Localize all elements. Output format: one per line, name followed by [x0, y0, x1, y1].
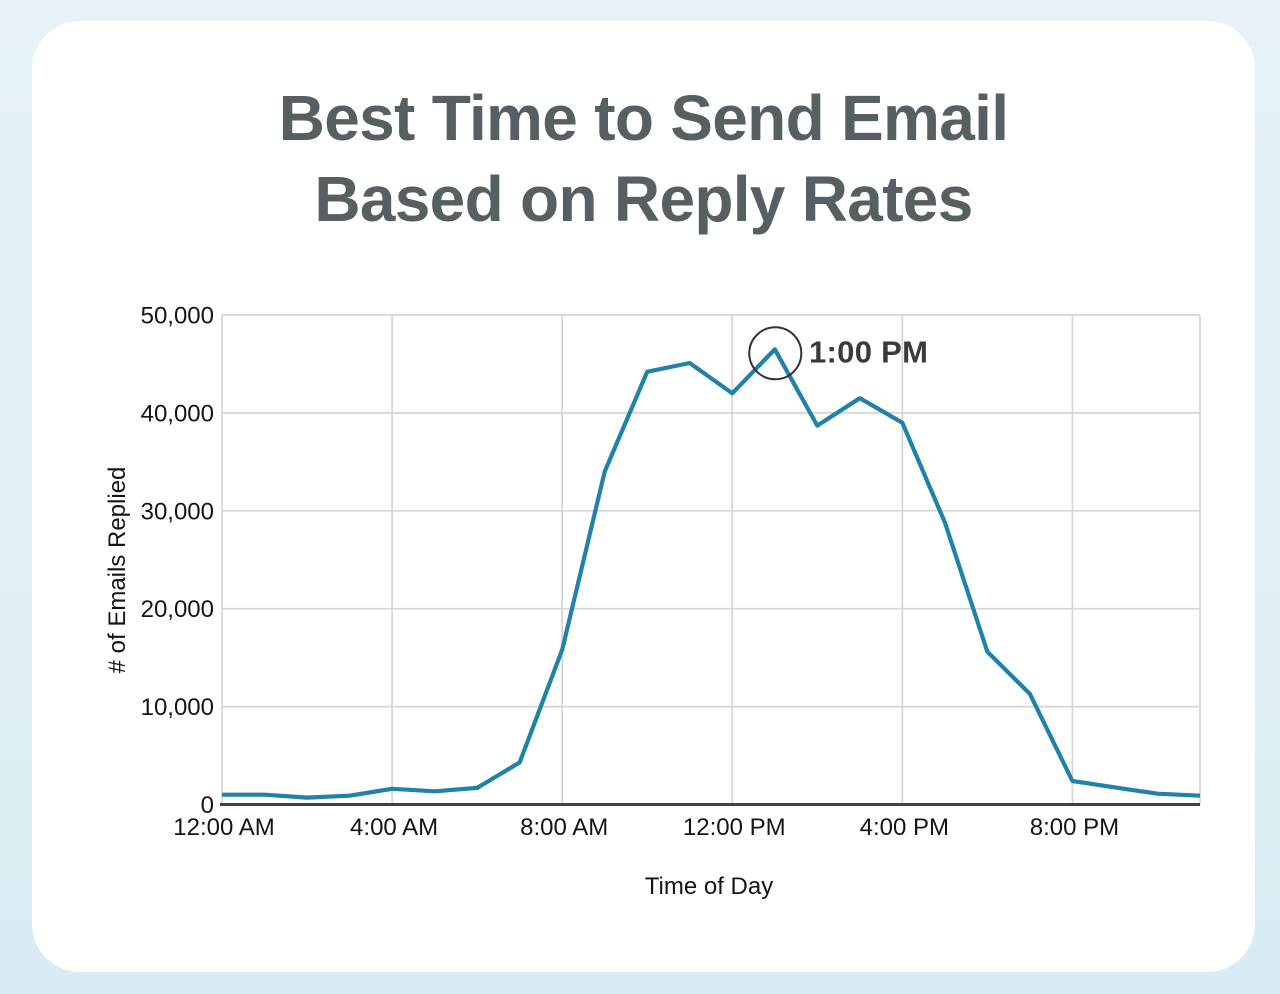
chart-title-line2: Based on Reply Rates	[314, 163, 973, 235]
y-tick-label: 30,000	[141, 498, 214, 525]
x-tick-label: 4:00 PM	[860, 814, 949, 841]
x-tick-label: 12:00 PM	[683, 814, 786, 841]
x-axis-title: Time of Day	[645, 873, 773, 900]
y-tick-label: 10,000	[141, 694, 214, 721]
chart-card: Best Time to Send Email Based on Reply R…	[32, 21, 1255, 972]
y-axis-title: # of Emails Replied	[104, 467, 131, 674]
peak-annotation-label: 1:00 PM	[809, 334, 928, 369]
x-tick-label: 8:00 AM	[520, 814, 608, 841]
y-tick-label: 50,000	[141, 303, 214, 330]
y-tick-label: 40,000	[141, 400, 214, 427]
x-tick-label: 12:00 AM	[173, 814, 274, 841]
y-tick-label: 20,000	[141, 596, 214, 623]
chart-title: Best Time to Send Email Based on Reply R…	[32, 78, 1255, 240]
x-tick-label: 4:00 AM	[350, 814, 438, 841]
chart-title-line1: Best Time to Send Email	[278, 82, 1009, 154]
x-tick-label: 8:00 PM	[1030, 814, 1119, 841]
peak-annotation-circle	[748, 326, 803, 381]
y-tick-label: 0	[201, 792, 214, 819]
reply-rate-line	[222, 347, 1201, 800]
